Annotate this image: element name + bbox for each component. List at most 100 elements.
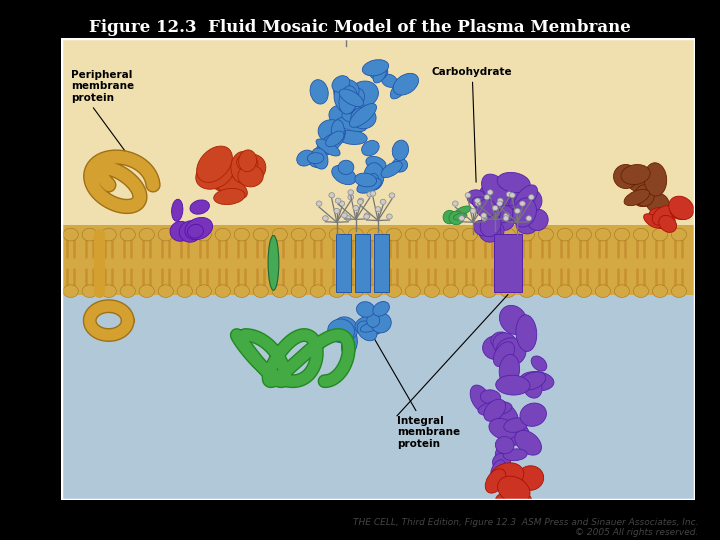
Ellipse shape xyxy=(332,76,350,92)
Ellipse shape xyxy=(506,426,528,445)
Ellipse shape xyxy=(424,228,439,241)
Ellipse shape xyxy=(196,285,212,298)
Ellipse shape xyxy=(379,0,385,1)
Ellipse shape xyxy=(318,120,346,143)
Ellipse shape xyxy=(312,148,328,169)
Bar xyxy=(61,283,695,500)
Ellipse shape xyxy=(614,228,629,241)
Ellipse shape xyxy=(253,228,269,241)
Ellipse shape xyxy=(339,201,345,206)
Ellipse shape xyxy=(381,161,402,178)
Ellipse shape xyxy=(480,390,500,404)
Ellipse shape xyxy=(209,162,240,192)
Ellipse shape xyxy=(310,228,325,241)
Ellipse shape xyxy=(518,188,542,212)
Ellipse shape xyxy=(487,222,504,238)
Ellipse shape xyxy=(253,285,269,298)
Ellipse shape xyxy=(493,342,515,367)
Ellipse shape xyxy=(237,154,258,172)
Ellipse shape xyxy=(329,105,351,125)
Ellipse shape xyxy=(644,163,667,196)
Ellipse shape xyxy=(504,213,510,218)
Ellipse shape xyxy=(475,201,481,206)
Ellipse shape xyxy=(470,208,476,213)
Ellipse shape xyxy=(576,228,592,241)
Ellipse shape xyxy=(527,209,548,231)
Ellipse shape xyxy=(498,198,503,203)
Ellipse shape xyxy=(341,330,357,357)
Ellipse shape xyxy=(652,206,674,225)
Ellipse shape xyxy=(390,77,410,99)
Ellipse shape xyxy=(367,228,382,241)
Ellipse shape xyxy=(634,285,649,298)
Ellipse shape xyxy=(338,160,354,174)
Ellipse shape xyxy=(375,207,381,212)
Text: THE CELL, Third Edition, Figure 12.3  ASM Press and Sinauer Associates, Inc.
© 2: THE CELL, Third Edition, Figure 12.3 ASM… xyxy=(353,518,698,537)
Ellipse shape xyxy=(357,321,377,341)
Ellipse shape xyxy=(510,193,516,198)
Ellipse shape xyxy=(325,14,331,18)
Ellipse shape xyxy=(670,201,691,220)
Ellipse shape xyxy=(492,205,498,211)
Ellipse shape xyxy=(501,180,531,209)
Ellipse shape xyxy=(481,228,497,241)
Ellipse shape xyxy=(482,336,509,360)
Ellipse shape xyxy=(333,79,359,103)
Ellipse shape xyxy=(634,190,657,207)
Ellipse shape xyxy=(337,117,366,132)
Ellipse shape xyxy=(497,172,530,193)
Ellipse shape xyxy=(63,228,78,241)
Ellipse shape xyxy=(366,314,379,327)
Ellipse shape xyxy=(139,228,154,241)
Ellipse shape xyxy=(361,140,379,156)
Ellipse shape xyxy=(357,199,363,205)
Ellipse shape xyxy=(101,228,117,241)
Ellipse shape xyxy=(328,319,354,343)
Ellipse shape xyxy=(197,146,233,183)
Ellipse shape xyxy=(504,418,528,433)
Ellipse shape xyxy=(493,333,516,354)
Text: Carbohydrate: Carbohydrate xyxy=(432,66,513,182)
Ellipse shape xyxy=(519,372,554,391)
Ellipse shape xyxy=(495,436,514,454)
Ellipse shape xyxy=(522,375,542,398)
Ellipse shape xyxy=(520,403,546,427)
Ellipse shape xyxy=(316,139,340,156)
Ellipse shape xyxy=(671,228,687,241)
Ellipse shape xyxy=(614,285,629,298)
Ellipse shape xyxy=(465,193,471,198)
Ellipse shape xyxy=(500,205,517,230)
Ellipse shape xyxy=(357,7,363,12)
Ellipse shape xyxy=(539,228,554,241)
Ellipse shape xyxy=(504,464,520,478)
Ellipse shape xyxy=(478,183,500,210)
Ellipse shape xyxy=(644,214,662,228)
Ellipse shape xyxy=(495,338,526,366)
Ellipse shape xyxy=(485,469,506,493)
Ellipse shape xyxy=(354,17,360,22)
Ellipse shape xyxy=(485,181,511,214)
Ellipse shape xyxy=(348,81,379,107)
Ellipse shape xyxy=(482,174,510,206)
Ellipse shape xyxy=(485,191,505,212)
Ellipse shape xyxy=(367,192,373,197)
Ellipse shape xyxy=(333,317,358,340)
Ellipse shape xyxy=(366,9,372,15)
Ellipse shape xyxy=(519,285,534,298)
Ellipse shape xyxy=(659,215,677,232)
Ellipse shape xyxy=(495,375,530,395)
Ellipse shape xyxy=(158,228,174,241)
Ellipse shape xyxy=(362,60,389,76)
Ellipse shape xyxy=(291,228,307,241)
Ellipse shape xyxy=(532,514,556,540)
Ellipse shape xyxy=(337,130,367,145)
Ellipse shape xyxy=(323,215,328,221)
Ellipse shape xyxy=(234,285,249,298)
Ellipse shape xyxy=(492,205,514,223)
Ellipse shape xyxy=(539,285,554,298)
Ellipse shape xyxy=(482,215,487,221)
Ellipse shape xyxy=(196,158,234,189)
Ellipse shape xyxy=(349,104,377,127)
Ellipse shape xyxy=(491,468,511,490)
Bar xyxy=(374,234,389,292)
